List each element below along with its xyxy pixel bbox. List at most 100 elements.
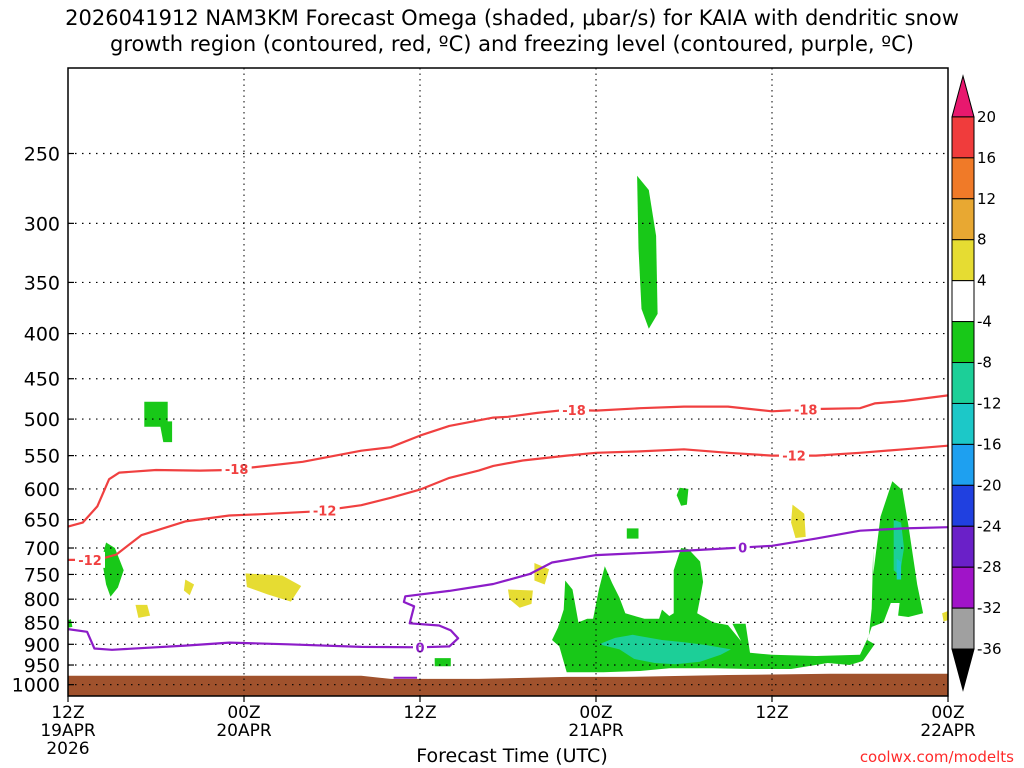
omega-region-16 (893, 519, 904, 576)
x-tick-label-3-1: 21APR (568, 721, 624, 741)
colorbar-cell-9 (951, 443, 975, 486)
omega-shading (68, 175, 948, 673)
x-tick-label-0-0: 12Z (51, 703, 84, 723)
y-tick-label-550: 550 (24, 446, 60, 468)
omega-region-10 (637, 175, 658, 329)
contour-label-bg (75, 551, 105, 568)
colorbar-label-8: -16 (977, 435, 1002, 453)
contour-label-bg (735, 539, 750, 556)
y-axis-ticks: 2503003504004505005506006507007508008509… (12, 143, 74, 697)
omega-colorbar: 20 16 12 8 4 -4 -8 -12 -16 -20 -24 -28 -32 -36 (951, 74, 1002, 692)
omega-region-9 (434, 658, 451, 667)
y-tick-label-700: 700 (24, 538, 60, 560)
plot-border (67, 67, 949, 697)
colorbar-label-5: -4 (977, 313, 992, 331)
y-tick-label-850: 850 (24, 612, 60, 634)
omega-region-4 (245, 573, 302, 602)
colorbar-label-6: -8 (977, 354, 992, 372)
colorbar-cell-4 (951, 239, 975, 282)
contour-label--12-0: -12 (78, 554, 102, 569)
chart-title-line-2: growth region (contoured, red, ºC) and f… (110, 32, 914, 56)
colorbar-cell-12 (951, 566, 975, 609)
colorbar-label-2: 12 (977, 190, 996, 208)
omega-region-8 (942, 611, 948, 622)
y-tick-label-400: 400 (24, 324, 60, 346)
plot-area (68, 68, 948, 696)
x-tick-label-3-0: 00Z (579, 703, 612, 723)
plot-frame (67, 67, 949, 697)
colorbar-cell-5 (951, 280, 975, 323)
x-tick-label-4-0: 12Z (755, 703, 788, 723)
omega-region-6 (534, 563, 550, 585)
contour-label-bg (779, 447, 809, 464)
x-tick-label-5-0: 00Z (931, 703, 964, 723)
x-tick-label-0-1: 19APR (40, 721, 96, 741)
colorbar-cell-top (951, 74, 975, 118)
colorbar-cell-13 (951, 607, 975, 650)
contour-label-0-1: 0 (738, 541, 747, 556)
omega-region-7 (791, 504, 806, 538)
colorbar-label-12: -32 (977, 599, 1002, 617)
ground-fill (68, 673, 948, 696)
x-tick-label-0-2: 2026 (46, 739, 89, 759)
y-tick-label-950: 950 (24, 655, 60, 677)
omega-region-15 (598, 634, 731, 665)
colorbar-cell-bottom (951, 648, 975, 692)
colorbar-cell-2 (951, 157, 975, 200)
contour-label--12-2: -12 (782, 450, 806, 465)
y-tick-label-500: 500 (24, 409, 60, 431)
contour-label-bg (559, 401, 589, 418)
chart-title-line-1: 2026041912 NAM3KM Forecast Omega (shaded… (65, 6, 959, 30)
credit-text[interactable]: coolwx.com/modelts (859, 748, 1014, 766)
x-tick-label-2-0: 12Z (403, 703, 436, 723)
colorbar-label-3: 8 (977, 231, 987, 249)
y-tick-label-900: 900 (24, 634, 60, 656)
y-tick-label-350: 350 (24, 272, 60, 294)
colorbar-label-10: -24 (977, 517, 1002, 535)
colorbar-cell-10 (951, 484, 975, 527)
contour-label--12-1: -12 (313, 504, 337, 519)
omega-region-5 (508, 589, 533, 608)
y-tick-label-650: 650 (24, 510, 60, 532)
colorbar-label-1: 16 (977, 149, 996, 167)
colorbar-label-13: -36 (977, 640, 1002, 658)
omega-region-14 (552, 481, 924, 673)
omega-region-12 (626, 528, 639, 539)
contour--12-line-1 (68, 444, 949, 561)
colorbar-label-9: -20 (977, 476, 1002, 494)
colorbar-cell-8 (951, 402, 975, 445)
omega-region-3 (183, 579, 195, 596)
colorbar-cell-1 (951, 116, 975, 159)
contour-label-0-0: 0 (415, 641, 424, 656)
x-axis-label: Forecast Time (UTC) (416, 745, 608, 767)
omega-region-17 (896, 558, 902, 580)
omega-region-0 (144, 401, 173, 443)
y-tick-label-250: 250 (24, 143, 60, 165)
y-tick-label-1000: 1000 (12, 675, 60, 697)
contour-label-bg (790, 401, 821, 418)
colorbar-cell-7 (951, 362, 975, 404)
y-tick-label-450: 450 (24, 369, 60, 391)
omega-region-13 (68, 619, 73, 628)
y-tick-label-600: 600 (24, 479, 60, 501)
colorbar-cell-6 (951, 321, 975, 364)
colorbar-cell-3 (951, 198, 975, 241)
y-tick-label-800: 800 (24, 589, 60, 611)
contour-label-bg (413, 639, 427, 656)
x-tick-label-1-0: 00Z (227, 703, 260, 723)
colorbar-label-11: -28 (977, 558, 1002, 576)
colorbar-label-7: -12 (977, 394, 1002, 412)
y-tick-label-300: 300 (24, 213, 60, 235)
contour-label--18-0: -18 (225, 463, 249, 478)
colorbar-label-0: 20 (977, 108, 996, 126)
contour-label--18-1: -18 (562, 404, 586, 419)
omega-region-2 (135, 604, 151, 618)
plot-background (68, 68, 948, 696)
contour-label-bg (309, 502, 340, 519)
ground-layer (68, 673, 948, 696)
x-tick-label-1-1: 20APR (216, 721, 272, 741)
colorbar-label-4: 4 (977, 272, 987, 290)
contour-label--18-2: -18 (794, 404, 818, 419)
